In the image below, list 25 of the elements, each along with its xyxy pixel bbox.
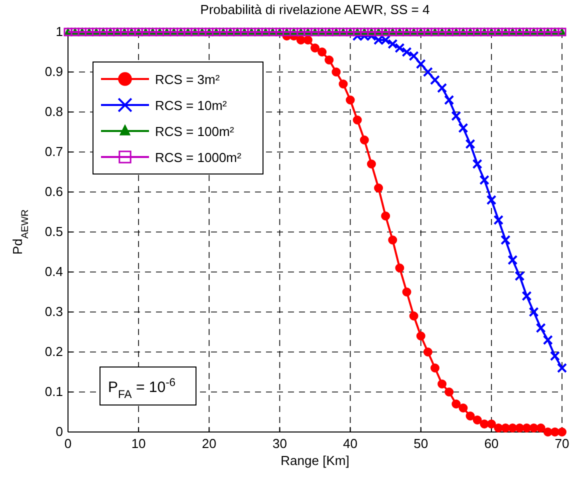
x-tick-label: 20 bbox=[202, 436, 216, 451]
y-tick-label: 0.1 bbox=[44, 384, 63, 399]
x-tick-label: 60 bbox=[484, 436, 499, 451]
x-tick-label: 50 bbox=[414, 436, 428, 451]
y-tick-label: 1 bbox=[56, 24, 63, 39]
y-tick-label: 0.4 bbox=[44, 264, 63, 279]
annotation: P$_{FA}$ = 10$^{-6}$ bbox=[108, 377, 176, 401]
y-tick-label: 0.8 bbox=[44, 104, 63, 119]
legend-label: RCS = 10m² bbox=[155, 98, 228, 113]
y-tick-label: 0.9 bbox=[44, 64, 63, 79]
y-tick-label: 0.5 bbox=[44, 224, 63, 239]
x-tick-label: 40 bbox=[343, 436, 358, 451]
y-tick-label: 0 bbox=[56, 424, 63, 439]
y-tick-label: 0.6 bbox=[44, 184, 63, 199]
y-tick-label: 0.7 bbox=[44, 144, 63, 159]
legend-label: RCS = 100m² bbox=[155, 124, 235, 139]
y-tick-label: 0.2 bbox=[44, 344, 63, 359]
legend-label: RCS = 3m² bbox=[155, 72, 220, 87]
legend-label: RCS = 1000m² bbox=[155, 150, 242, 165]
x-axis-title: Range [Km] bbox=[280, 453, 350, 468]
x-tick-label: 70 bbox=[554, 436, 570, 451]
y-tick-label: 0.3 bbox=[44, 304, 63, 319]
x-tick-label: 10 bbox=[131, 436, 146, 451]
x-tick-label: 30 bbox=[272, 436, 287, 451]
chart-title: Probabilità di rivelazione AEWR, SS = 4 bbox=[200, 2, 430, 17]
